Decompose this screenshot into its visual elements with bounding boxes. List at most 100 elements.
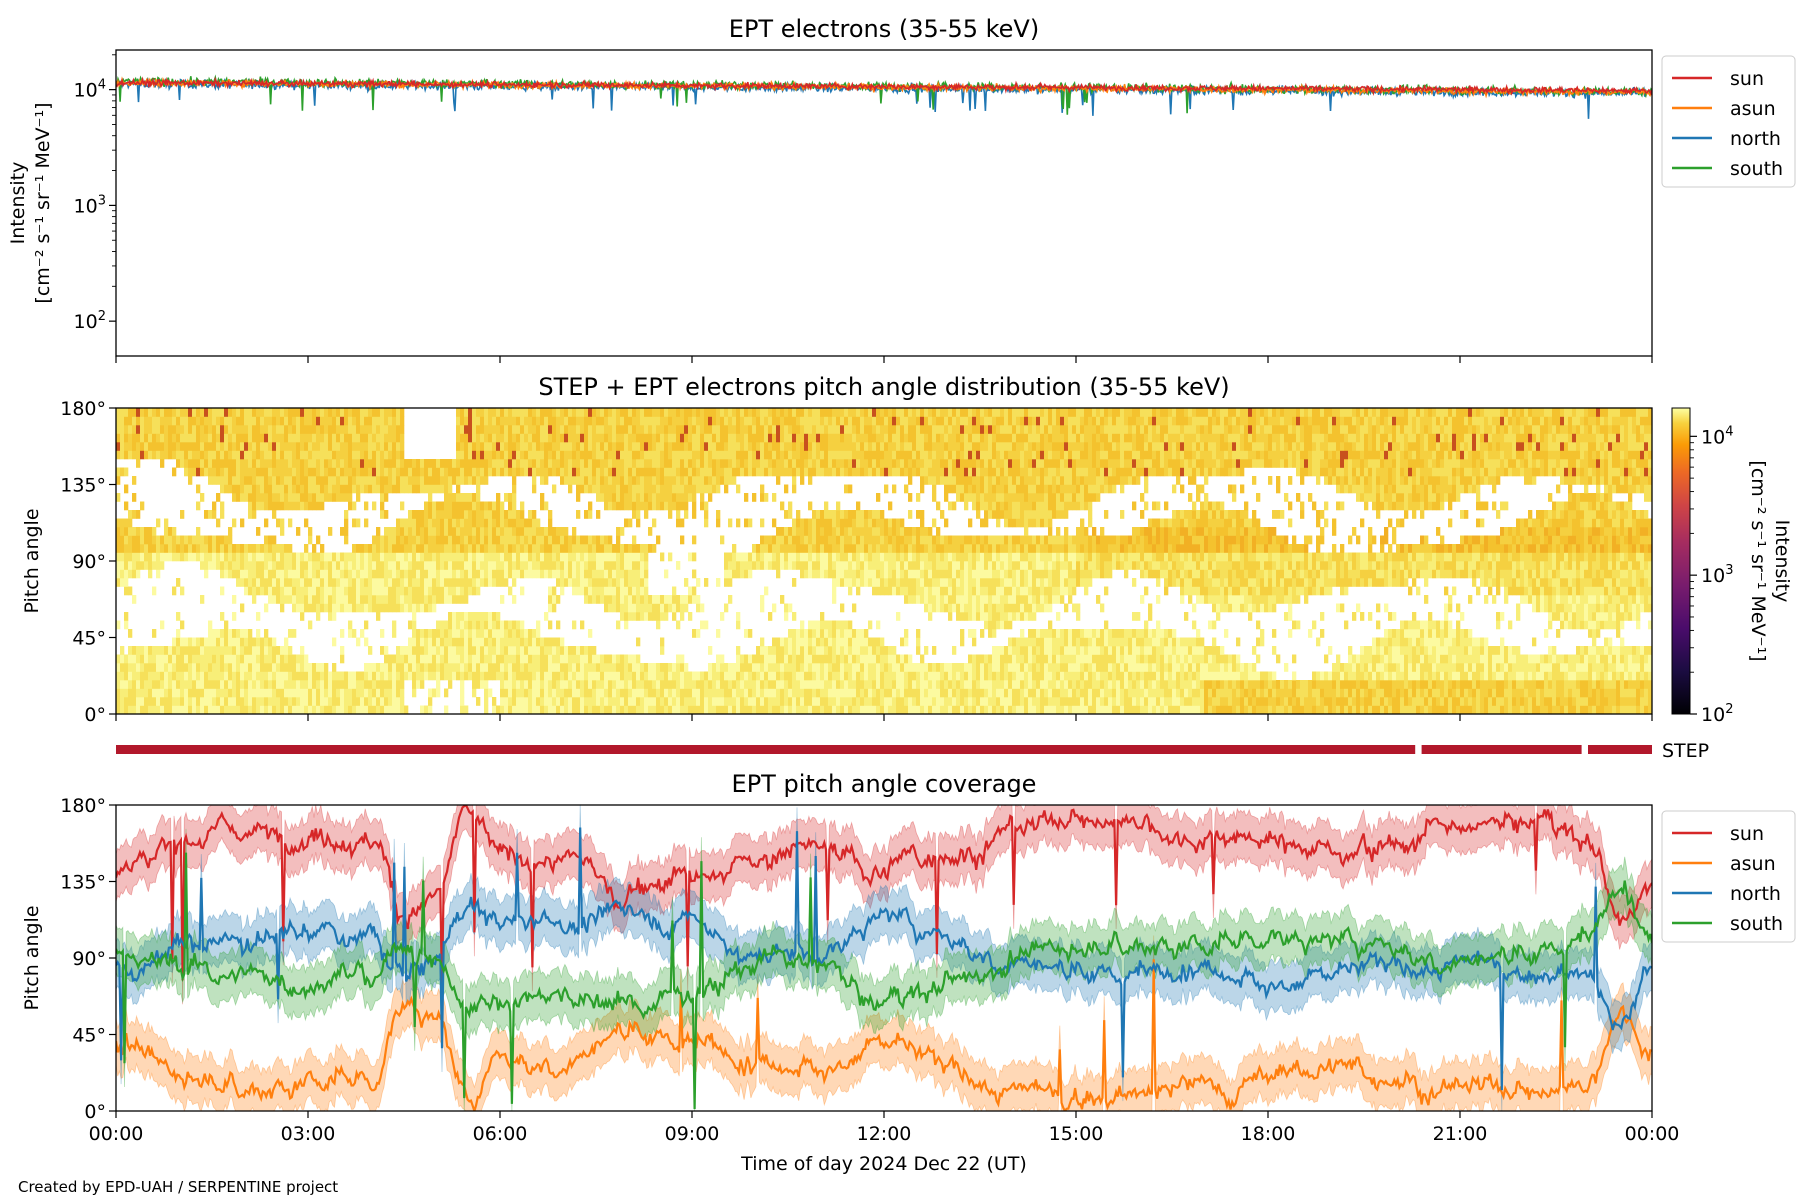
heatmap-cell	[600, 408, 605, 417]
heatmap-cell	[424, 476, 429, 485]
heatmap-cell	[264, 629, 269, 638]
heatmap-cell	[588, 535, 593, 545]
heatmap-cell	[736, 646, 741, 655]
heatmap-cell	[840, 510, 845, 519]
heatmap-cell	[756, 671, 761, 681]
heatmap-cell	[664, 450, 669, 460]
heatmap-cell	[192, 646, 197, 655]
heatmap-cell	[428, 561, 433, 570]
heatmap-cell	[544, 680, 549, 689]
heatmap-cell	[864, 654, 869, 664]
heatmap-cell	[124, 688, 129, 698]
heatmap-cell	[524, 425, 529, 434]
heatmap-cell	[764, 697, 769, 706]
heatmap-cell	[288, 518, 293, 528]
heatmap-cell	[664, 433, 669, 443]
heatmap-cell	[656, 501, 661, 511]
heatmap-cell	[252, 408, 257, 417]
heatmap-cell	[360, 476, 365, 485]
heatmap-cell	[668, 510, 673, 519]
heatmap-cell	[376, 459, 381, 468]
heatmap-cell	[440, 578, 445, 587]
heatmap-cell	[316, 535, 321, 545]
heatmap-cell	[576, 561, 581, 570]
heatmap-cell	[688, 459, 693, 468]
heatmap-cell	[248, 646, 253, 655]
heatmap-cell	[284, 671, 289, 681]
heatmap-cell	[240, 493, 245, 502]
heatmap-cell	[692, 535, 697, 545]
heatmap-cell	[200, 416, 205, 426]
heatmap-cell	[460, 527, 465, 536]
heatmap-cell	[824, 459, 829, 468]
heatmap-cell	[272, 535, 277, 545]
heatmap-cell	[512, 518, 517, 528]
heatmap-cell	[832, 637, 837, 647]
heatmap-cell	[160, 654, 165, 664]
heatmap-cell	[716, 476, 721, 485]
heatmap-cell	[300, 493, 305, 502]
heatmap-cell	[336, 484, 341, 494]
heatmap-cell	[648, 476, 653, 485]
heatmap-cell	[440, 671, 445, 681]
heatmap-cell	[248, 544, 253, 553]
heatmap-cell	[792, 425, 797, 434]
heatmap-cell	[624, 620, 629, 630]
heatmap-cell	[768, 544, 773, 553]
heatmap-cell	[844, 561, 849, 570]
heatmap-cell	[764, 433, 769, 443]
heatmap-cell	[472, 518, 477, 528]
heatmap-cell	[824, 450, 829, 460]
heatmap-cell	[428, 527, 433, 536]
heatmap-cell	[496, 518, 501, 528]
heatmap-cell	[204, 442, 209, 451]
heatmap-cell	[532, 671, 537, 681]
heatmap-cell	[600, 467, 605, 477]
heatmap-cell	[620, 688, 625, 698]
heatmap-cell	[844, 671, 849, 681]
heatmap-cell	[828, 433, 833, 443]
heatmap-cell	[816, 518, 821, 528]
heatmap-cell	[168, 527, 173, 536]
heatmap-cell	[448, 493, 453, 502]
heatmap-cell	[336, 680, 341, 689]
heatmap-cell	[600, 450, 605, 460]
heatmap-cell	[368, 459, 373, 468]
heatmap-cell	[236, 425, 241, 434]
heatmap-cell	[820, 408, 825, 417]
heatmap-cell	[428, 697, 433, 706]
heatmap-cell	[460, 680, 465, 689]
heatmap-cell	[700, 408, 705, 417]
heatmap-cell	[412, 688, 417, 698]
heatmap-cell	[320, 671, 325, 681]
heatmap-cell	[448, 654, 453, 664]
heatmap-cell	[500, 646, 505, 655]
heatmap-cell	[220, 476, 225, 485]
heatmap-cell	[536, 518, 541, 528]
heatmap-cell	[260, 654, 265, 664]
heatmap-cell	[268, 688, 273, 698]
heatmap-cell	[864, 450, 869, 460]
heatmap-cell	[580, 705, 585, 714]
heatmap-cell	[840, 637, 845, 647]
heatmap-cell	[384, 527, 389, 536]
heatmap-cell	[436, 501, 441, 511]
heatmap-cell	[760, 663, 765, 672]
heatmap-cell	[532, 450, 537, 460]
heatmap-cell	[812, 442, 817, 451]
heatmap-cell	[172, 671, 177, 681]
heatmap-cell	[784, 425, 789, 434]
heatmap-cell	[668, 484, 673, 494]
heatmap-cell	[324, 416, 329, 426]
heatmap-cell	[332, 637, 337, 647]
heatmap-cell	[232, 646, 237, 655]
heatmap-cell	[524, 637, 529, 647]
heatmap-cell	[752, 433, 757, 443]
heatmap-cell	[476, 663, 481, 672]
heatmap-cell	[236, 578, 241, 587]
heatmap-cell	[712, 705, 717, 714]
heatmap-cell	[312, 578, 317, 587]
heatmap-cell	[868, 425, 873, 434]
heatmap-cell	[136, 416, 141, 426]
heatmap-cell	[396, 459, 401, 468]
